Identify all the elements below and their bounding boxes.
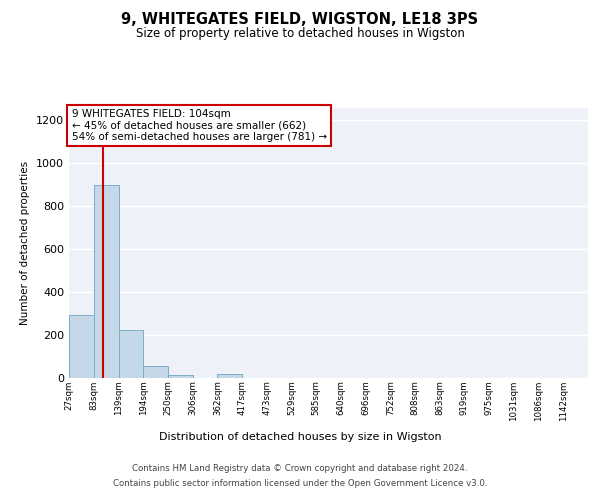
Bar — [69, 316, 94, 378]
Bar — [94, 184, 119, 378]
Text: Distribution of detached houses by size in Wigston: Distribution of detached houses by size … — [158, 432, 442, 442]
Text: 9, WHITEGATES FIELD, WIGSTON, LE18 3PS: 9, WHITEGATES FIELD, WIGSTON, LE18 3PS — [121, 12, 479, 28]
Text: Contains public sector information licensed under the Open Government Licence v3: Contains public sector information licen… — [113, 479, 487, 488]
Text: 9 WHITEGATES FIELD: 104sqm
← 45% of detached houses are smaller (662)
54% of sem: 9 WHITEGATES FIELD: 104sqm ← 45% of deta… — [71, 109, 327, 142]
Text: Size of property relative to detached houses in Wigston: Size of property relative to detached ho… — [136, 28, 464, 40]
Bar — [143, 366, 168, 378]
Bar — [168, 375, 193, 378]
Text: Contains HM Land Registry data © Crown copyright and database right 2024.: Contains HM Land Registry data © Crown c… — [132, 464, 468, 473]
Bar — [119, 330, 143, 378]
Bar — [217, 374, 242, 378]
Y-axis label: Number of detached properties: Number of detached properties — [20, 160, 31, 324]
